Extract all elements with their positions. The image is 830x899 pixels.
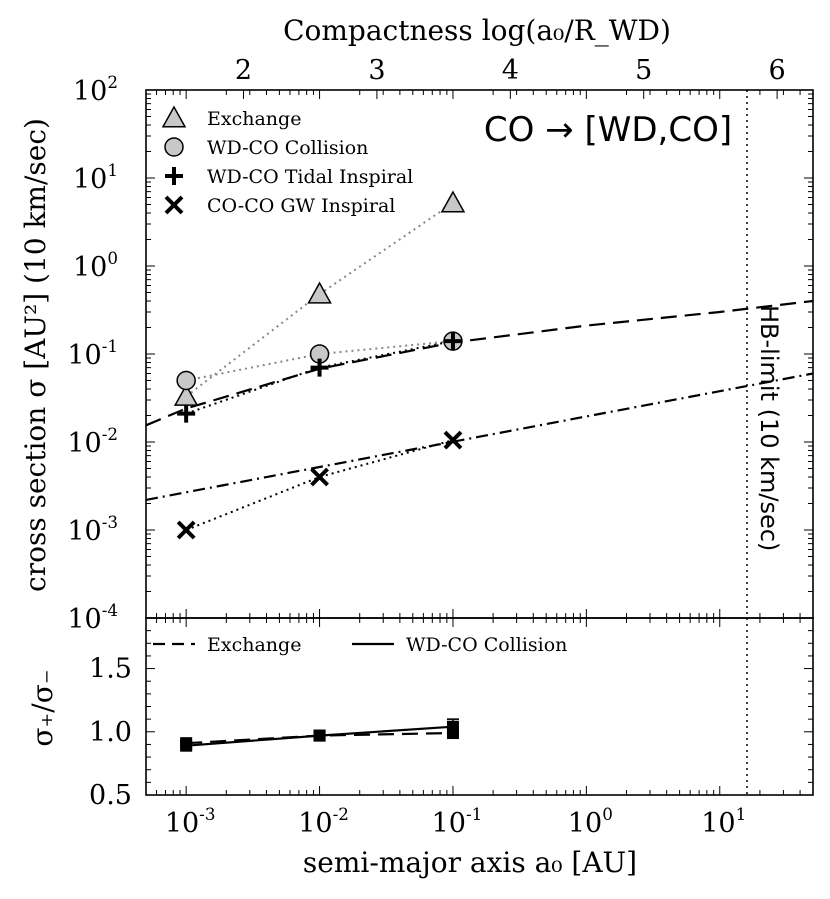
plus-point — [443, 332, 462, 351]
x-point — [176, 520, 196, 540]
dashdot-fit-line — [145, 372, 814, 501]
legend-label: WD-CO Tidal Inspiral — [207, 166, 413, 188]
x-bar — [164, 195, 184, 215]
triangle-point — [440, 190, 466, 213]
y-tick-label: 10-4 — [67, 600, 118, 635]
x-axis-title: semi-major axis a₀ [AU] — [303, 846, 637, 879]
dashed-fit-line — [145, 299, 814, 427]
series-connector — [185, 439, 454, 531]
legend-label: Exchange — [207, 634, 301, 656]
y-tick-label: 0.5 — [89, 780, 132, 811]
legend-label: Exchange — [207, 108, 301, 130]
axis-labels: cross section σ [AU²] (10 km/sec) σ₊/σ₋ se… — [19, 118, 637, 879]
hb-limit-label: HB-limit (10 km/sec) — [755, 305, 783, 551]
top-tick-label: 4 — [502, 55, 519, 86]
x-bar — [176, 520, 196, 540]
legend-triangle-marker — [161, 105, 187, 128]
y-tick-label: 101 — [73, 160, 118, 195]
ratio-square-point — [446, 720, 459, 733]
y-tick-label: 10-1 — [67, 336, 118, 371]
x-bar — [443, 430, 463, 450]
ratio-panel: 10-3 10-2 10-1 100 101 0.5 1.0 1.5 Exchange WD-CO… — [89, 617, 814, 839]
y-tick-label: 100 — [73, 248, 118, 283]
plus-point — [177, 404, 196, 423]
triangle-point — [307, 281, 332, 304]
top-axis-title: Compactness log(a₀/R_WD) — [283, 14, 671, 47]
ratio-square-point — [313, 729, 326, 742]
reaction-annotation: CO → [WD,CO] — [484, 110, 732, 150]
y-tick-label: 10-3 — [67, 512, 118, 547]
top-y-axis-title: cross section σ [AU²] (10 km/sec) — [19, 118, 52, 592]
x-tick-label: 101 — [701, 804, 746, 839]
top-compactness-axis: 2 3 4 5 6 Compactness log(a₀/R_WD) — [235, 14, 786, 99]
legend-circle-marker — [164, 137, 184, 157]
y-tick-label: 1.0 — [89, 717, 132, 748]
legend-label: CO-CO GW Inspiral — [207, 195, 395, 217]
x-tick-label: 100 — [568, 804, 613, 839]
bottom-y-axis-title: σ₊/σ₋ — [26, 669, 59, 746]
top-tick-label: 3 — [368, 55, 385, 86]
top-tick-label: 6 — [769, 55, 786, 86]
top-tick-label: 2 — [235, 55, 252, 86]
x-point — [443, 430, 463, 450]
x-point — [310, 467, 329, 487]
top-tick-label: 5 — [635, 55, 652, 86]
legend-label: WD-CO Collision — [207, 137, 368, 159]
x-tick-label: 10-3 — [165, 804, 216, 839]
plus-point — [310, 358, 329, 377]
y-tick-label: 102 — [73, 72, 118, 107]
legend-label: WD-CO Collision — [406, 634, 567, 656]
y-tick-label: 10-2 — [67, 424, 118, 459]
y-tick-label: 1.5 — [89, 654, 132, 685]
legend-x-marker — [164, 195, 184, 215]
cross-section-panel: 102 101 100 10-1 10-2 10-3 10-4 HB-limit (10 km… — [67, 72, 814, 795]
x-tick-label: 10-1 — [432, 804, 483, 839]
x-tick-label: 10-2 — [298, 804, 349, 839]
ratio-square-point — [180, 739, 193, 752]
circle-point — [176, 370, 196, 391]
x-bar — [310, 467, 329, 487]
legend-plus-marker — [165, 167, 183, 185]
